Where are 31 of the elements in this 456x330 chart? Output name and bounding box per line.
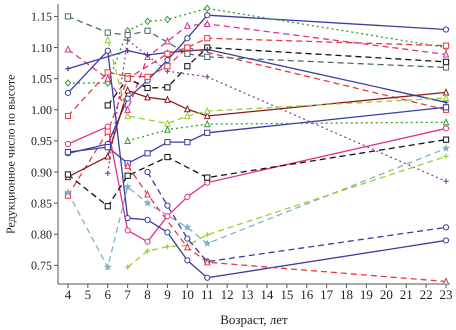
y-tick-label: 1.10 (31, 40, 52, 55)
x-tick-label: 8 (144, 287, 151, 302)
y-tick-label: 0.75 (31, 258, 52, 273)
y-tick-label: 1.00 (31, 103, 52, 118)
x-tick-label: 14 (260, 287, 274, 302)
y-tick-label: 0.85 (31, 196, 52, 210)
x-axis-title: Возраст, лет (220, 312, 288, 327)
x-tick-label: 5 (84, 287, 92, 302)
y-tick-label: 0.80 (31, 227, 52, 242)
x-tick-label: 19 (360, 287, 373, 302)
y-axis-title: Редукционное число по высоте (3, 74, 18, 234)
x-tick-label: 22 (420, 287, 433, 302)
x-tick-label: 17 (320, 287, 334, 302)
y-tick-label: 1.15 (31, 10, 52, 24)
x-tick-label: 13 (240, 287, 254, 302)
x-tick-label: 6 (104, 287, 112, 302)
x-tick-label: 21 (400, 287, 413, 302)
x-tick-label: 9 (164, 287, 171, 302)
x-tick-label: 11 (200, 287, 214, 302)
x-tick-label: 7 (124, 287, 132, 302)
x-tick-label: 20 (380, 287, 393, 302)
y-tick-label: 0.95 (31, 134, 52, 148)
x-tick-label: 16 (300, 287, 314, 302)
x-tick-label: 12 (220, 287, 234, 302)
x-tick-label: 10 (180, 287, 194, 302)
x-tick-label: 4 (64, 287, 72, 302)
y-tick-label: 0.90 (31, 165, 52, 180)
y-tick-label: 1.05 (31, 72, 52, 86)
x-tick-label: 15 (280, 287, 294, 302)
x-tick-label: 18 (340, 287, 354, 302)
x-tick-label: 23 (440, 287, 453, 302)
